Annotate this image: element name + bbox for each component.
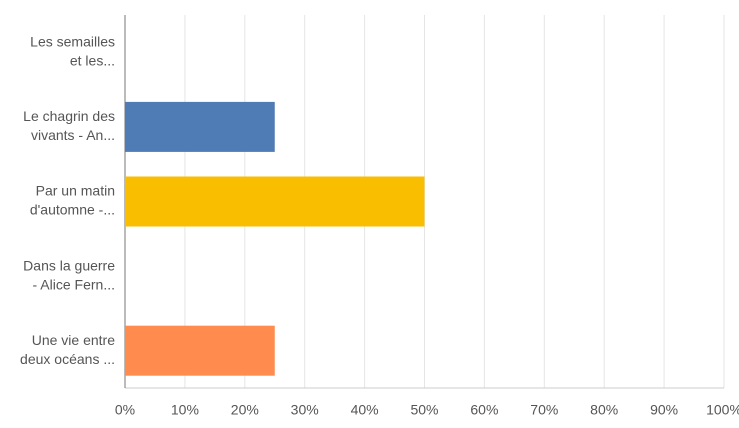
- y-tick-label: deux océans ...: [20, 351, 115, 367]
- y-tick-label: Les semailles: [30, 34, 115, 50]
- bar: [125, 325, 275, 376]
- y-tick-label: Le chagrin des: [23, 108, 115, 124]
- x-tick-label: 50%: [410, 402, 438, 418]
- bar: [125, 101, 275, 152]
- x-tick-label: 30%: [291, 402, 319, 418]
- x-tick-label: 10%: [171, 402, 199, 418]
- x-tick-label: 60%: [470, 402, 498, 418]
- y-tick-label: vivants - An...: [31, 127, 115, 143]
- x-tick-label: 20%: [231, 402, 259, 418]
- y-tick-label: Une vie entre: [32, 332, 115, 348]
- x-tick-label: 40%: [351, 402, 379, 418]
- y-tick-label: Par un matin: [36, 183, 115, 199]
- y-tick-label: - Alice Fern...: [33, 276, 115, 292]
- bar: [125, 176, 425, 227]
- x-tick-label: 80%: [590, 402, 618, 418]
- y-tick-label: Dans la guerre: [23, 257, 115, 273]
- y-tick-label: d'automne -...: [30, 202, 115, 218]
- x-tick-label: 70%: [530, 402, 558, 418]
- y-tick-label: et les...: [70, 53, 115, 69]
- x-tick-label: 0%: [115, 402, 135, 418]
- x-tick-label: 100%: [706, 402, 739, 418]
- x-tick-label: 90%: [650, 402, 678, 418]
